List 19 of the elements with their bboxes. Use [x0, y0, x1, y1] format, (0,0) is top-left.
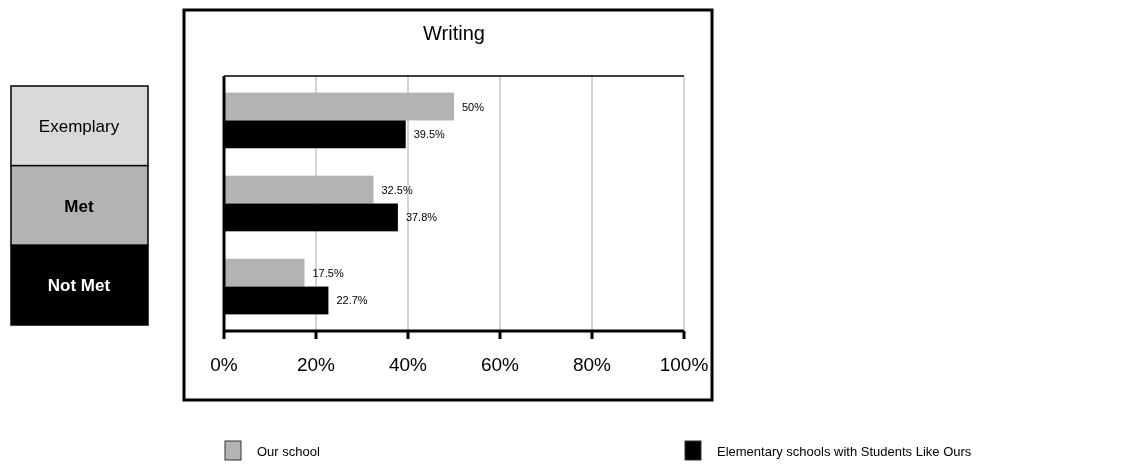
y-tick-label: Not Met [47, 276, 111, 296]
x-tick-label: 60% [480, 354, 520, 375]
legend-label: Elementary schools with Students Like Ours [717, 444, 972, 459]
data-label: 22.7% [336, 294, 368, 307]
data-label: 32.5% [381, 183, 413, 196]
data-label: 37.8% [405, 211, 438, 224]
x-tick-label: 80% [572, 354, 612, 375]
x-tick-label: 20% [296, 354, 336, 375]
y-tick-label: Exemplary [38, 116, 120, 136]
chart-title: Writing [423, 22, 485, 44]
x-tick-label: 40% [388, 354, 428, 375]
data-label: 17.5% [312, 266, 344, 279]
bar [224, 258, 305, 287]
x-tick-label: 100% [659, 354, 709, 375]
legend-label: Our school [257, 444, 320, 459]
data-label: 39.5% [413, 128, 446, 141]
data-label: 50% [462, 100, 485, 113]
x-tick-label: 0% [210, 354, 238, 375]
y-tick-label: Met [64, 196, 94, 216]
